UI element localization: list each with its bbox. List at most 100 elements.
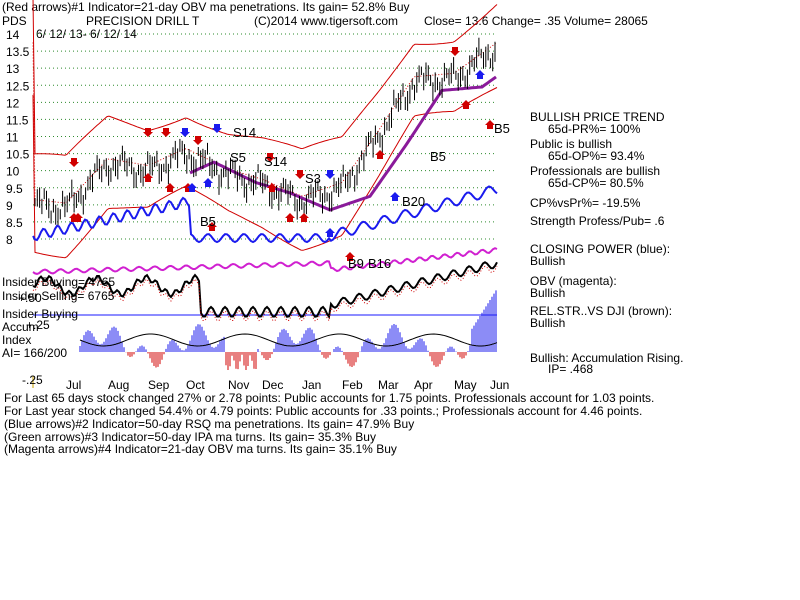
up-arrow-icon [345, 252, 355, 261]
y-tick-label: 10 [6, 165, 20, 179]
y-tick-label: 9 [6, 199, 13, 213]
up-arrow-icon [485, 120, 495, 129]
up-arrow-icon [187, 183, 197, 192]
x-tick-label: May [454, 378, 477, 392]
signal-label: B16 [368, 256, 391, 271]
up-arrow-icon [325, 228, 335, 237]
up-arrow-icon [375, 150, 385, 159]
footer-green-arrows: (Green arrows)#3 Indicator=50-day IPA ma… [4, 430, 376, 444]
accumulation-histogram [79, 290, 498, 370]
signal-arrows [69, 47, 495, 261]
lower-band [32, 87, 498, 259]
up-arrow-icon [267, 183, 277, 192]
up-arrow-icon [285, 213, 295, 222]
up-arrow-icon [203, 178, 213, 187]
x-tick-label: Jan [302, 378, 321, 392]
lower-indicators [32, 247, 498, 323]
up-arrow-icon [73, 213, 83, 222]
symbol-label: PDS [2, 14, 27, 28]
signal-label: S3 [305, 171, 321, 186]
up-arrow-icon [165, 183, 175, 192]
y-tick-label: 14 [6, 28, 20, 42]
footer-65-days: For Last 65 days stock changed 27% or 2.… [4, 391, 655, 405]
signal-labels: S14 S5 S14 S3 B5 B5 B5 B20 B9 B16 [200, 121, 510, 271]
y-tick-label: 11.5 [6, 113, 29, 127]
index-label: Index [2, 333, 32, 347]
y-tick-label: 10.5 [6, 148, 30, 162]
signal-label: B5 [494, 121, 510, 136]
relative-strength-line [32, 261, 498, 320]
down-arrow-icon [180, 128, 190, 137]
relstr-status: Bullish [530, 316, 566, 330]
down-arrow-icon [69, 158, 79, 167]
quote-summary: Close= 13.6 Change= .35 Volume= 28065 [424, 14, 648, 28]
y-tick-label: 8 [6, 233, 13, 247]
y-tick-label: 8.5 [6, 216, 23, 230]
insider-buying: Insider Buying= 4765 [2, 275, 116, 289]
x-tick-label: Feb [342, 378, 363, 392]
header-line-1: (Red arrows)#1 Indicator=21-day OBV ma p… [2, 0, 410, 14]
footer-last-year: For Last year stock changed 54.4% or 4.7… [4, 404, 643, 418]
accum-ma [79, 333, 498, 347]
x-tick-label: Mar [378, 378, 399, 392]
x-tick-label: Jul [66, 378, 81, 392]
x-axis-ticks: Jul Aug Sep Oct Nov Dec Jan Feb Mar Apr May Jun [66, 378, 509, 392]
stock-name: PRECISION DRILL T [86, 14, 200, 28]
y-tick-label: 9.5 [6, 182, 23, 196]
insider-selling: Insider Selling= 6765 [2, 289, 115, 303]
down-arrow-icon [295, 170, 305, 179]
lower-scale-label: +.25 [26, 318, 50, 332]
signal-label: B5 [200, 214, 216, 229]
signal-label: S5 [230, 150, 246, 165]
signal-label: B20 [402, 194, 425, 209]
up-arrow-icon [299, 213, 309, 222]
down-arrow-icon [450, 47, 460, 56]
obv-line [32, 247, 498, 275]
signal-label: B5 [430, 149, 446, 164]
y-tick-label: 13.5 [6, 45, 30, 59]
signal-label: S14 [264, 154, 287, 169]
y-tick-label: 12.5 [6, 79, 30, 93]
insider-buying-label: Insider Buying [2, 307, 79, 321]
closing-power [32, 185, 498, 244]
down-arrow-icon [325, 170, 335, 179]
pros-status: Professionals are bullish [530, 164, 661, 178]
trading-bands [32, 0, 498, 259]
y-tick-label: 11 [6, 131, 19, 145]
closing-power-line [32, 185, 498, 244]
x-tick-label: Apr [414, 378, 433, 392]
relstr-label: REL.STR..VS DJI (brown): [530, 304, 673, 318]
moving-average [189, 75, 497, 212]
x-tick-label: Jun [490, 378, 509, 392]
public-status: Public is bullish [530, 137, 613, 151]
lower-scale-label: -.25 [22, 373, 43, 387]
op-value: 65d-OP%= 93.4% [548, 149, 645, 163]
x-tick-label: Sep [148, 378, 170, 392]
price-bars [34, 37, 496, 227]
cp-vs-pr: CP%vsPr%= -19.5% [530, 196, 641, 210]
accumulation-status: Bullish: Accumulation Rising. [530, 351, 684, 365]
obv-label: OBV (magenta): [530, 274, 617, 288]
down-arrow-icon [161, 128, 171, 137]
upper-band [32, 0, 498, 156]
cp-value: 65d-CP%= 80.5% [548, 176, 644, 190]
pr-value: 65d-PR%= 100% [548, 122, 641, 136]
up-arrow-icon [143, 173, 153, 182]
up-arrow-icon [207, 222, 217, 231]
x-tick-label: Aug [108, 378, 129, 392]
x-tick-label: Dec [262, 378, 283, 392]
y-tick-label: 13 [6, 62, 20, 76]
down-arrow-icon [143, 128, 153, 137]
accum-label: Accum [2, 320, 39, 334]
up-arrow-icon [475, 70, 485, 79]
footer-blue-arrows: (Blue arrows)#2 Indicator=50-day RSQ ma … [4, 417, 415, 431]
copyright: (C)2014 www.tigersoft.com [254, 14, 399, 28]
closing-power-status: Bullish [530, 254, 566, 268]
down-arrow-icon [193, 136, 203, 145]
obv-status: Bullish [530, 286, 566, 300]
footer-magenta-arrows: (Magenta arrows)#4 Indicator=21-day OBV … [4, 442, 397, 456]
y-axis-ticks: 14 13.5 13 12.5 12 11.5 11 10.5 10 9.5 9 8.5 8 +.50 +.… [6, 28, 50, 387]
closing-power-label: CLOSING POWER (blue): [530, 242, 671, 256]
x-tick-label: Oct [186, 378, 205, 392]
